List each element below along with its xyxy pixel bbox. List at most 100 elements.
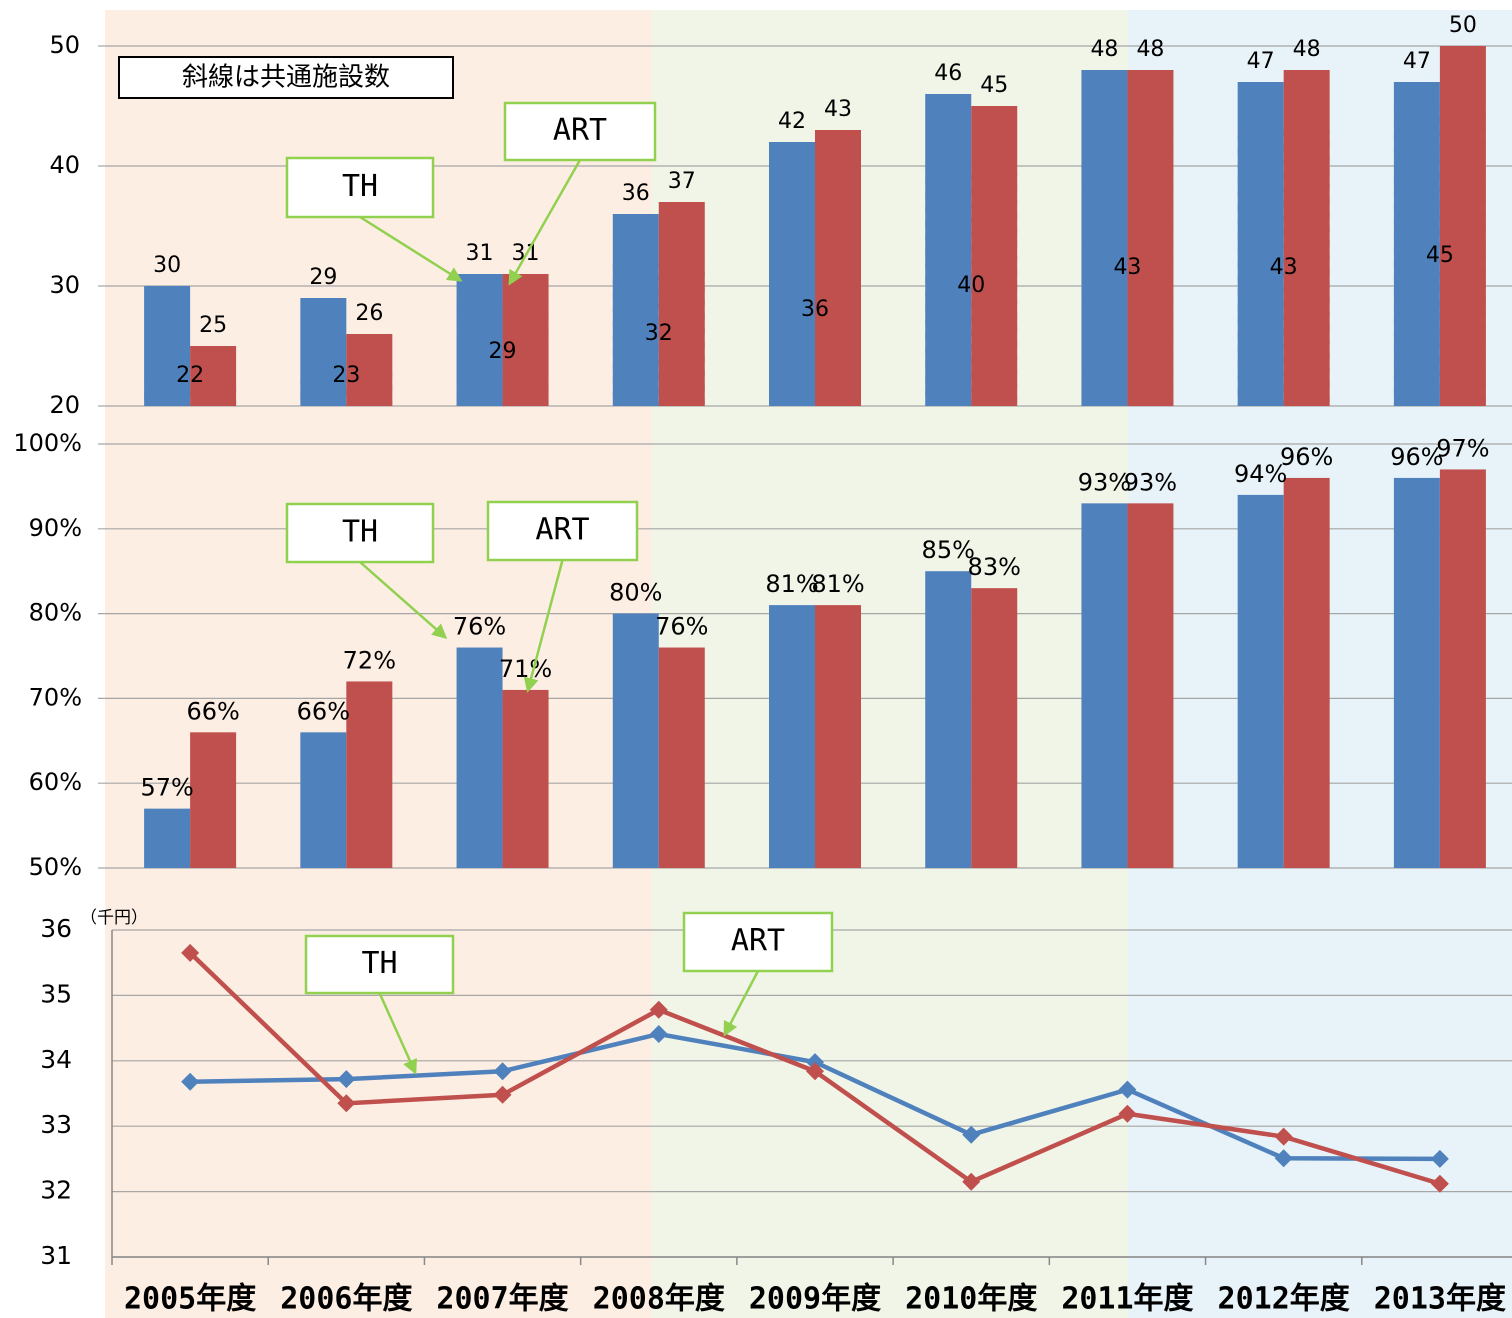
bar (190, 732, 237, 868)
bar (300, 732, 347, 868)
bar (1439, 469, 1486, 868)
data-label: 29 (489, 339, 517, 364)
point (962, 1125, 981, 1144)
data-label: 85% (922, 536, 975, 564)
bar (971, 106, 1018, 406)
bar (502, 274, 549, 406)
data-label: 42 (778, 109, 806, 134)
data-label: 23 (332, 363, 360, 388)
bar (456, 274, 503, 406)
point (649, 1000, 668, 1019)
bar (925, 571, 972, 868)
y-tick-label: 35 (40, 979, 72, 1008)
y-tick-label: 50 (49, 31, 80, 59)
data-label: 43 (824, 97, 852, 122)
data-label: 48 (1090, 37, 1118, 62)
callout-arrow (508, 159, 582, 286)
data-label: 93% (1124, 468, 1177, 496)
y-tick-label: 20 (49, 391, 80, 419)
y-tick-label: 70% (29, 683, 82, 711)
y-tick-label: 36 (40, 914, 72, 943)
callout-box (285, 156, 435, 219)
x-tick-label: 2011年度 (1061, 1282, 1193, 1317)
data-label: 26 (355, 301, 383, 326)
point (806, 1062, 824, 1081)
callout-arrow (378, 992, 417, 1075)
point (493, 1062, 512, 1081)
x-tick-label: 2012年度 (1218, 1282, 1350, 1317)
point (1118, 1080, 1137, 1099)
bar (612, 613, 659, 868)
data-label: 80% (609, 579, 662, 607)
point (337, 1094, 356, 1113)
bar (1393, 477, 1440, 868)
x-tick-label: 2008年度 (593, 1282, 725, 1317)
bar (1439, 46, 1486, 406)
x-tick-label: 2010年度 (905, 1282, 1037, 1317)
data-label: 47 (1403, 49, 1431, 74)
data-label: 48 (1293, 37, 1321, 62)
data-label: 30 (153, 253, 181, 278)
data-label: 50 (1449, 13, 1477, 38)
data-label: 48 (1136, 37, 1164, 62)
callout-box (503, 101, 657, 162)
callout-label: ART (535, 513, 589, 548)
y-tick-label: 50% (29, 853, 82, 881)
data-label: 57% (140, 774, 193, 802)
point (1430, 1174, 1449, 1193)
point (649, 1024, 668, 1043)
point (1274, 1149, 1293, 1168)
data-label: 97% (1436, 434, 1489, 462)
bar (658, 647, 705, 868)
bar (769, 605, 815, 868)
callout-box (682, 911, 834, 973)
bar (346, 334, 393, 406)
bar (971, 588, 1018, 868)
bar (1237, 82, 1284, 406)
bar (815, 130, 861, 406)
point (1274, 1127, 1293, 1146)
callout-arrow (359, 561, 448, 639)
period-band (652, 10, 1128, 1318)
y-tick-label: 32 (40, 1176, 72, 1205)
bar (1081, 503, 1128, 868)
data-label: 83% (968, 553, 1021, 581)
legend-box (118, 56, 454, 99)
bar (815, 605, 861, 868)
data-label: 43 (1270, 255, 1298, 280)
y-tick-label: 100% (13, 429, 82, 457)
data-label: 37 (668, 169, 696, 194)
callout-label: ART (731, 924, 785, 959)
data-label: 45 (1426, 243, 1454, 268)
callout-box (486, 500, 639, 562)
data-label: 81% (765, 570, 818, 598)
point (806, 1053, 824, 1072)
data-label: 96% (1280, 443, 1333, 471)
data-label: 36 (801, 297, 829, 322)
data-label: 93% (1078, 468, 1131, 496)
bar (1393, 82, 1440, 406)
point (1430, 1149, 1449, 1168)
point (1118, 1104, 1137, 1123)
bar (925, 94, 972, 406)
data-label: 76% (655, 613, 708, 641)
data-label: 66% (297, 697, 350, 725)
bar (1127, 70, 1174, 406)
y-tick-label: 60% (29, 768, 82, 796)
bar (1127, 503, 1174, 868)
bar (1283, 70, 1330, 406)
point (962, 1172, 981, 1191)
callout-arrow (723, 970, 760, 1037)
bar (144, 286, 191, 406)
bar (1283, 477, 1330, 868)
y-tick-label: 31 (40, 1241, 72, 1270)
bar (300, 298, 347, 406)
y-tick-label: 30 (49, 271, 80, 299)
data-label: 76% (453, 613, 506, 641)
callout-label: TH (361, 946, 397, 981)
data-label: 36 (622, 181, 650, 206)
callout-box (285, 502, 435, 564)
bar (144, 808, 191, 868)
bar (612, 214, 659, 406)
data-label: 25 (199, 313, 227, 338)
